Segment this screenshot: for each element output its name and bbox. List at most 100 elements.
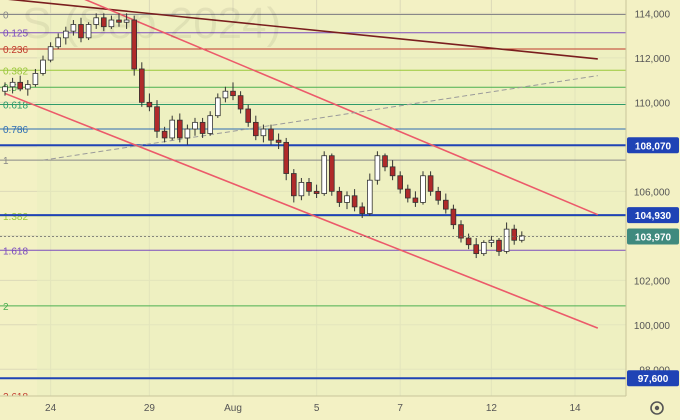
candle-body — [420, 175, 426, 203]
candle-body — [336, 190, 343, 203]
fib-level-label: 0 — [3, 10, 9, 21]
candle-body — [237, 95, 244, 110]
candle-body — [199, 121, 206, 134]
candle-body — [511, 228, 517, 241]
candle-body — [9, 81, 16, 88]
candle-body — [214, 97, 221, 117]
candle-body — [108, 19, 115, 28]
fib-level-label: 2 — [3, 302, 9, 313]
fib-level-label: 1.382 — [3, 212, 28, 223]
candle-body — [283, 141, 289, 174]
candle-body — [366, 179, 373, 214]
candle-body — [351, 195, 358, 208]
candle-body — [503, 228, 510, 252]
candle-body — [101, 17, 107, 28]
price-label: 104,930 — [635, 211, 672, 222]
trendline-long-term-resistance — [8, 0, 598, 60]
candle-body — [496, 239, 502, 252]
candle-body — [154, 106, 160, 132]
candle-body — [70, 24, 77, 32]
candle-body — [344, 195, 350, 203]
price-label-box — [627, 370, 679, 387]
price-label: 103,970 — [635, 232, 672, 243]
y-tick-label: 100,000 — [634, 321, 671, 332]
candle-body — [222, 90, 229, 99]
y-tick-label: 114,000 — [635, 9, 671, 20]
fib-level-label: 0.125 — [3, 29, 28, 40]
candle-body — [306, 182, 312, 192]
fib-level-label: 1 — [3, 156, 9, 167]
candle-body — [260, 128, 267, 137]
candle-body — [275, 139, 282, 143]
candle-body — [2, 86, 8, 92]
y-tick-label: 112,000 — [635, 54, 671, 65]
x-tick-label: 29 — [144, 403, 156, 414]
fib-level-label: 0.5 — [3, 83, 17, 94]
fib-level-label: 0.618 — [3, 101, 28, 112]
candle-body — [161, 130, 168, 139]
candle-body — [519, 235, 525, 241]
candle-body — [192, 121, 198, 130]
candle-body — [465, 237, 472, 246]
trendline-channel-lower — [4, 92, 599, 329]
x-axis-panel — [0, 396, 626, 420]
candle-body — [47, 46, 54, 61]
y-tick-label: 110,000 — [635, 98, 671, 109]
fib-level-label: 1.618 — [3, 246, 28, 257]
x-tick-label: 5 — [314, 403, 320, 414]
candle-body — [146, 101, 153, 108]
candle-body — [290, 173, 297, 197]
price-label: 108,070 — [635, 141, 672, 152]
candle-body — [427, 175, 434, 192]
candle-body — [435, 190, 441, 201]
price-label-box — [627, 207, 679, 224]
fib-level-label: 0.382 — [3, 66, 28, 77]
candle-body — [488, 239, 495, 243]
candle-body — [123, 19, 130, 23]
x-tick-label: Aug — [224, 403, 242, 414]
settings-icon[interactable] — [647, 398, 667, 418]
candle-body — [359, 206, 365, 214]
candle-body — [78, 24, 84, 39]
candle-body — [480, 242, 487, 255]
candle-body — [138, 68, 145, 103]
candle-body — [321, 155, 327, 194]
y-tick-label: 106,000 — [634, 187, 671, 198]
candle-body — [230, 90, 236, 97]
x-tick-label: 12 — [486, 403, 498, 414]
x-tick-label: 7 — [397, 403, 403, 414]
candle-body — [382, 155, 388, 168]
price-label: 97,600 — [638, 374, 669, 385]
candle-body — [184, 128, 191, 139]
candle-body — [207, 115, 214, 134]
candle-body — [458, 224, 464, 239]
candle-body — [450, 208, 457, 226]
price-label-box — [627, 228, 679, 245]
candle-body — [32, 73, 39, 85]
candle-body — [17, 81, 23, 90]
x-tick-label: 24 — [45, 403, 57, 414]
trendline-support-dashed — [42, 75, 598, 161]
candle-body — [298, 182, 305, 197]
candle-body — [397, 175, 403, 190]
candle-body — [328, 155, 335, 192]
candle-body — [252, 121, 259, 137]
candle-body — [176, 119, 183, 139]
candle-body — [442, 199, 449, 210]
watermark: S (Sep 2024) — [22, 0, 281, 48]
price-label-box — [627, 137, 679, 154]
candle-body — [131, 19, 138, 70]
fib-zone — [37, 14, 626, 397]
y-tick-label: 102,000 — [634, 276, 671, 287]
candle-body — [412, 197, 419, 203]
candle-body — [313, 190, 320, 194]
candle-body — [55, 37, 61, 48]
candle-body — [404, 188, 411, 199]
candle-body — [268, 128, 274, 141]
candle-body — [40, 59, 46, 74]
candle-body — [63, 30, 69, 39]
fib-level-label: 0.786 — [3, 125, 28, 136]
candle-body — [374, 155, 381, 181]
